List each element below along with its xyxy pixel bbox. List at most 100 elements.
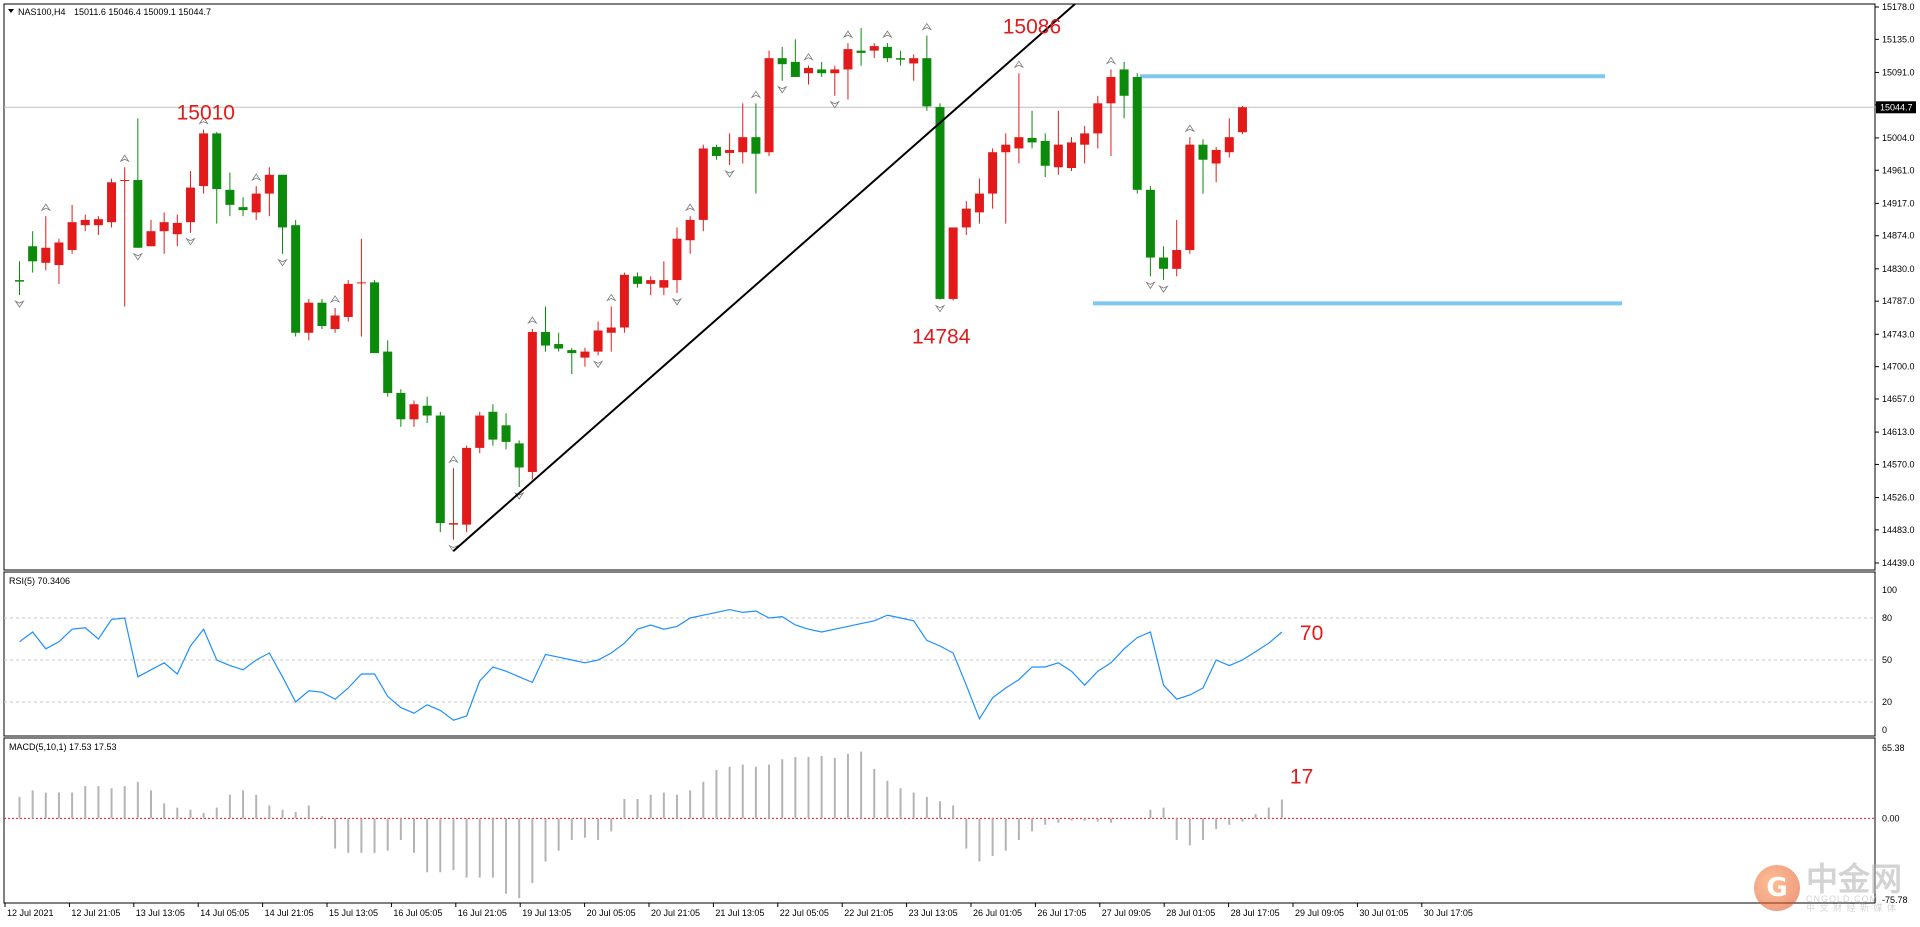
candle xyxy=(1080,125,1090,164)
fractal-up-icon xyxy=(198,116,209,125)
current-price-tag xyxy=(1876,101,1916,114)
price-tick-label: 15178.0 xyxy=(1882,2,1915,12)
candle xyxy=(15,261,24,296)
time-tick-label: 23 Jul 13:05 xyxy=(909,908,958,918)
candle-body xyxy=(317,302,327,327)
fractal-up-icon xyxy=(921,22,933,31)
candlestick-series xyxy=(15,28,1247,540)
candle xyxy=(541,306,550,352)
candle-body xyxy=(935,107,945,299)
candle xyxy=(1093,95,1103,149)
macd-axis: 65.38 0.00 -75.78 xyxy=(1882,743,1908,905)
price-tick-label: 15135.0 xyxy=(1882,34,1915,44)
fractal-up-icon xyxy=(329,295,341,303)
candle xyxy=(133,118,143,248)
candle-body xyxy=(212,133,222,190)
fractal-up-icon xyxy=(448,455,459,464)
candle-body xyxy=(1224,137,1234,153)
candle xyxy=(580,347,590,367)
candle-body xyxy=(948,227,958,299)
candle-body xyxy=(1001,144,1011,153)
candle-body xyxy=(93,219,103,226)
rsi-label: RSI(5) 70.3406 xyxy=(9,576,70,586)
candle-body xyxy=(830,69,840,74)
candle xyxy=(1001,133,1011,224)
candle xyxy=(817,61,827,77)
candle-body xyxy=(804,67,813,74)
candle xyxy=(159,212,169,254)
candle xyxy=(869,43,879,59)
candle-body xyxy=(764,58,774,153)
candle-body xyxy=(462,447,472,525)
time-tick-label: 20 Jul 05:05 xyxy=(587,908,636,918)
price-tick-label: 14787.0 xyxy=(1882,296,1915,306)
fractal-down-icon xyxy=(185,237,196,246)
candle-body xyxy=(159,222,169,232)
fractal-down-icon xyxy=(724,169,735,178)
fractal-down-icon xyxy=(934,304,946,313)
candle xyxy=(830,65,840,96)
candle xyxy=(1132,73,1142,194)
time-tick-label: 20 Jul 21:05 xyxy=(651,908,700,918)
candle-body xyxy=(291,225,301,333)
dropdown-triangle-icon[interactable] xyxy=(8,9,14,13)
fractal-markers xyxy=(14,22,1196,553)
time-axis: 12 Jul 2021 12 Jul 21:05 13 Jul 13:05 14 Ju… xyxy=(4,903,1473,918)
candle xyxy=(1119,61,1129,119)
candle xyxy=(804,65,813,85)
candle-body xyxy=(54,242,64,266)
candle xyxy=(1106,69,1116,156)
candle xyxy=(935,103,945,300)
candle-body xyxy=(567,350,577,354)
candle xyxy=(343,280,353,322)
candle-body xyxy=(856,50,866,53)
candle xyxy=(896,50,906,66)
candle xyxy=(1185,137,1195,254)
fractal-down-icon xyxy=(14,300,25,308)
candle-body xyxy=(909,58,919,64)
price-tick-label: 14439.0 xyxy=(1882,558,1915,568)
candle-body xyxy=(606,327,616,333)
time-tick-label: 28 Jul 17:05 xyxy=(1231,908,1280,918)
candle-body xyxy=(1053,144,1063,168)
price-tick-label: 14961.0 xyxy=(1882,165,1915,175)
candle xyxy=(28,231,38,273)
annotation-14784: 14784 xyxy=(912,325,971,348)
fractal-down-icon xyxy=(1145,281,1156,290)
candle xyxy=(948,227,958,301)
candle-body xyxy=(514,443,524,468)
candle-body xyxy=(304,302,314,333)
candle xyxy=(225,172,235,217)
candle-body xyxy=(1211,149,1221,164)
fractal-down-icon xyxy=(671,297,683,306)
candle-body xyxy=(698,148,708,220)
candle-body xyxy=(1185,144,1195,251)
candle-body xyxy=(225,189,235,205)
price-tick-label: 14700.0 xyxy=(1882,362,1915,372)
candle-body xyxy=(738,137,748,153)
candle xyxy=(1237,106,1247,135)
candle xyxy=(264,167,274,217)
candle-body xyxy=(1172,250,1182,269)
candle-body xyxy=(330,315,340,330)
candle-body xyxy=(396,392,406,420)
candle-body xyxy=(777,58,787,65)
candle xyxy=(909,54,919,81)
annotation-15086: 15086 xyxy=(1003,15,1061,38)
candle-body xyxy=(882,46,892,59)
candle xyxy=(80,214,90,232)
candle-body xyxy=(107,182,117,223)
candle xyxy=(698,144,708,232)
candle xyxy=(1145,186,1155,277)
candle-body xyxy=(475,415,485,448)
candle-body xyxy=(1237,107,1247,133)
candle xyxy=(1172,219,1182,277)
candle xyxy=(383,340,393,397)
candle-body xyxy=(646,280,656,284)
candle-body xyxy=(1093,103,1103,134)
fractal-down-icon xyxy=(1158,285,1169,293)
candle-body xyxy=(1080,133,1090,145)
fractal-down-icon xyxy=(592,360,604,369)
candle xyxy=(146,219,156,247)
candle xyxy=(738,103,748,164)
